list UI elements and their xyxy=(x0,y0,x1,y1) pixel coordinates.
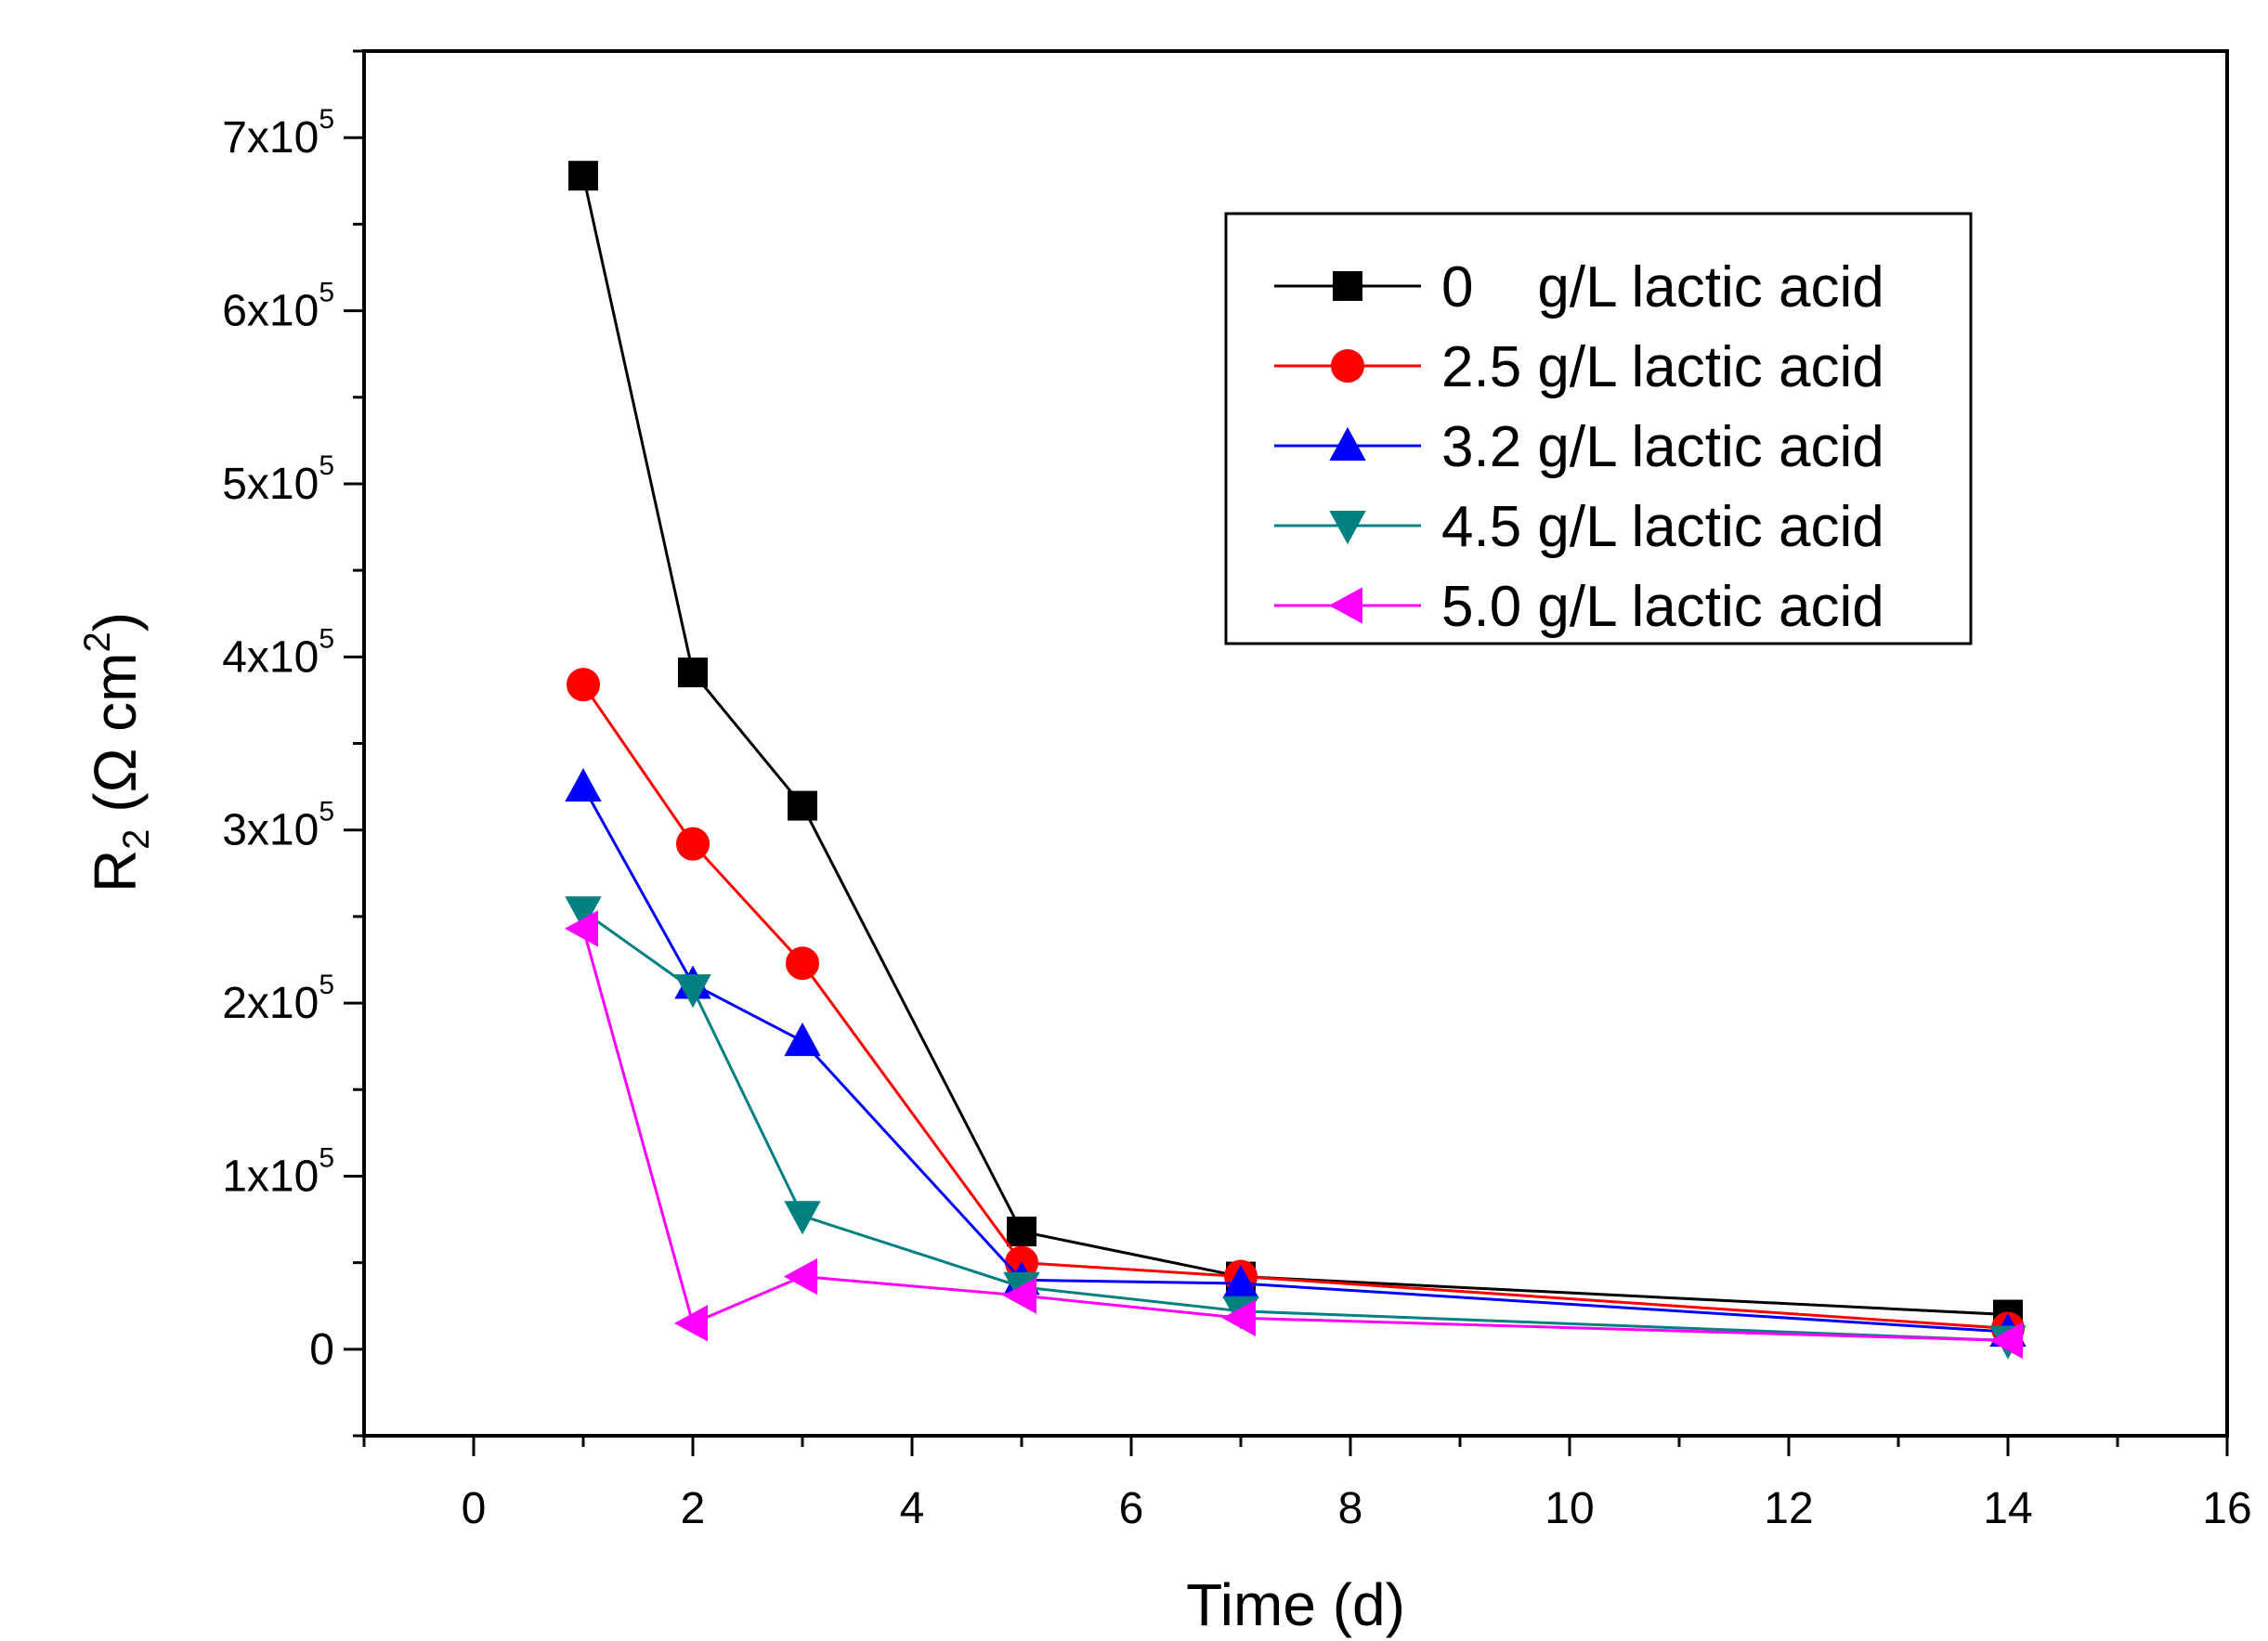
series-line xyxy=(581,684,2009,1330)
legend-entry: 2.5 g/L lactic acid xyxy=(1274,335,1884,399)
x-tick-label: 0 xyxy=(462,1484,487,1533)
series-line xyxy=(581,928,2009,1342)
data-point xyxy=(788,790,817,821)
y-axis-label-subscript: 2 xyxy=(116,829,157,850)
series-line xyxy=(582,910,2009,1342)
x-tick-label: 16 xyxy=(2202,1484,2251,1533)
series-line xyxy=(581,786,2009,1334)
legend-marker xyxy=(1328,587,1362,624)
legend-marker xyxy=(1329,511,1366,545)
x-axis-label: Time (d) xyxy=(1186,1571,1405,1638)
data-point xyxy=(786,946,819,981)
data-point xyxy=(783,1257,817,1296)
y-tick-label: 1x105 xyxy=(222,1142,334,1201)
x-tick-label: 8 xyxy=(1338,1484,1363,1533)
data-point xyxy=(567,668,600,702)
legend-label: 4.5 g/L lactic acid xyxy=(1441,495,1884,559)
data-point xyxy=(673,1305,708,1342)
y-tick-label: 7x105 xyxy=(222,104,334,163)
legend-label: 0 g/L lactic acid xyxy=(1441,255,1884,319)
data-point xyxy=(784,1022,821,1057)
series-3 xyxy=(565,768,2027,1348)
legend-label: 2.5 g/L lactic acid xyxy=(1441,335,1884,399)
data-point xyxy=(1988,1322,2023,1360)
data-point xyxy=(676,827,710,861)
y-tick-label: 2x105 xyxy=(222,970,334,1028)
data-point xyxy=(565,896,602,931)
series-layer xyxy=(564,161,2027,1360)
x-tick-label: 12 xyxy=(1764,1484,1813,1533)
y-axis-label-unit-close: ) xyxy=(82,612,149,632)
data-point xyxy=(1002,1277,1036,1314)
data-point xyxy=(1221,1299,1256,1336)
y-tick-label: 6x105 xyxy=(222,278,334,336)
y-tick-label: 5x105 xyxy=(222,450,334,509)
x-tick-label: 4 xyxy=(900,1484,925,1533)
data-point xyxy=(564,910,598,947)
minor-ticks xyxy=(353,49,2119,1447)
y-axis-label-unit: (Ω cm xyxy=(82,653,149,829)
x-tick-label: 10 xyxy=(1545,1484,1594,1533)
data-point xyxy=(1007,1217,1036,1247)
legend-entry: 3.2 g/L lactic acid xyxy=(1274,415,1884,479)
y-tick-label: 0 xyxy=(309,1325,334,1374)
y-axis-label-main: R xyxy=(82,850,149,892)
data-point xyxy=(674,974,711,1009)
legend-marker xyxy=(1333,271,1362,301)
y-tick-label: 4x105 xyxy=(222,623,334,682)
data-point xyxy=(678,658,708,688)
legend-entries: 0 g/L lactic acid 2.5 g/L lactic acid 3.2 … xyxy=(1274,255,1884,639)
y-axis-ticks: 0 1x105 2x105 3x105 4x105 5x105 6x105 7x105 xyxy=(222,104,364,1374)
legend-entry: 0 g/L lactic acid xyxy=(1274,255,1884,319)
y-axis-label-unit-superscript: 2 xyxy=(77,632,118,652)
legend-entry: 5.0 g/L lactic acid xyxy=(1274,575,1884,639)
x-tick-label: 14 xyxy=(1983,1484,2032,1533)
legend-marker xyxy=(1331,349,1364,383)
y-tick-label: 3x105 xyxy=(222,797,334,855)
series-2 xyxy=(567,668,2025,1346)
data-point xyxy=(568,161,598,191)
data-point xyxy=(565,768,602,802)
series-line xyxy=(581,175,2009,1317)
y-axis-label: R2 (Ω cm2) xyxy=(77,612,157,892)
legend: 0 g/L lactic acid 2.5 g/L lactic acid 3.2 … xyxy=(1224,212,1973,645)
data-point xyxy=(784,1201,821,1235)
x-axis-ticks: 0 2 4 6 8 10 12 14 16 xyxy=(462,1436,2252,1533)
series-5 xyxy=(564,910,2023,1360)
legend-entry: 4.5 g/L lactic acid xyxy=(1274,495,1884,559)
x-tick-label: 6 xyxy=(1119,1484,1144,1533)
x-tick-label: 2 xyxy=(681,1484,706,1533)
legend-label: 5.0 g/L lactic acid xyxy=(1441,575,1884,639)
legend-marker xyxy=(1329,426,1366,461)
legend-label: 3.2 g/L lactic acid xyxy=(1441,415,1884,479)
